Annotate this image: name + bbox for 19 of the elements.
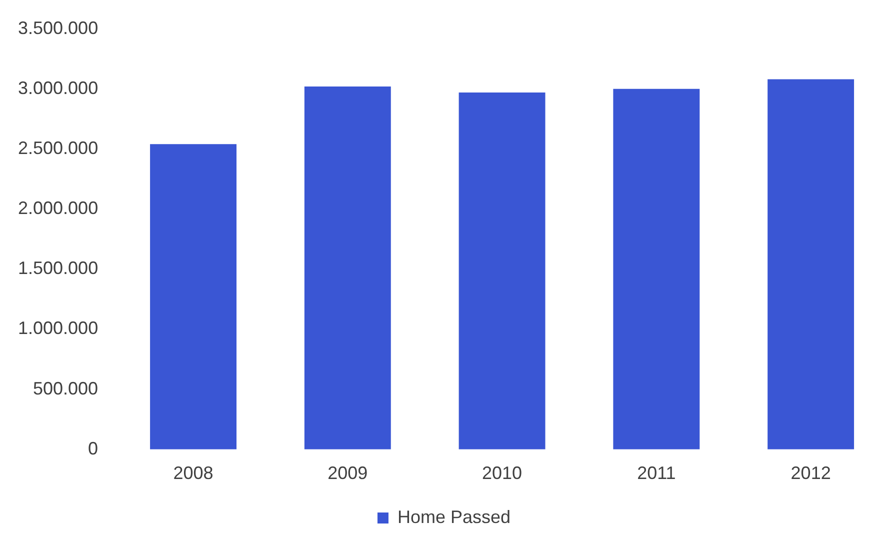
bar <box>613 88 700 450</box>
y-tick-label: 2.500.000 <box>18 138 98 158</box>
x-tick-label: 2011 <box>637 463 676 484</box>
y-tick-label: 500.000 <box>33 378 98 398</box>
bar <box>304 86 391 450</box>
y-tick-label: 3.000.000 <box>18 78 98 98</box>
y-tick-label: 0 <box>88 438 98 458</box>
x-tick-label: 2012 <box>790 463 831 484</box>
x-tick-label: 2008 <box>173 463 214 484</box>
y-tick-label: 2.000.000 <box>18 198 98 218</box>
legend-label: Home Passed <box>397 506 511 527</box>
x-tick-label: 2009 <box>328 463 368 484</box>
bar <box>768 79 854 450</box>
bar <box>150 144 236 450</box>
y-tick-label: 1.000.000 <box>18 318 98 338</box>
y-tick-label: 1.500.000 <box>18 258 98 278</box>
x-tick-label: 2010 <box>482 463 522 484</box>
bar <box>458 92 546 450</box>
y-tick-label: 3.500.000 <box>18 18 98 38</box>
